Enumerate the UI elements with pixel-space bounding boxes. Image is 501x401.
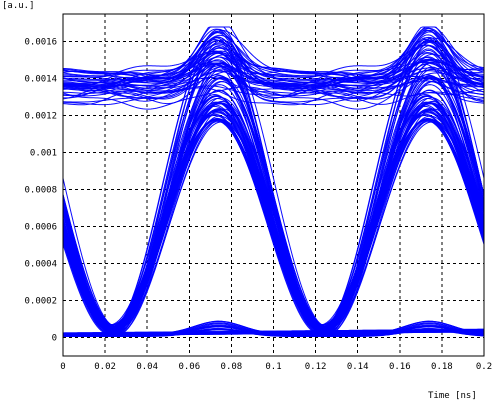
y-tick-label: 0.0008: [24, 186, 57, 196]
eye-trace: [62, 63, 485, 91]
x-tick-label: 0.16: [389, 362, 411, 372]
eye-trace: [62, 69, 485, 105]
eye-trace: [62, 329, 485, 334]
x-tick-label: 0.2: [476, 362, 492, 372]
y-tick-label: 0.0004: [24, 260, 57, 270]
tick-labels-layer: 0 0.02 0.04 0.06 0.08 0.1 0.12 0.14 0.16 0.18 0.2 0…: [24, 38, 492, 372]
eye-trace: [62, 76, 485, 106]
eye-trace: [62, 103, 485, 330]
x-axis-label: Time [ns]: [428, 391, 477, 401]
y-tick-label: 0.0002: [24, 297, 57, 307]
eye-trace: [62, 51, 485, 88]
eye-trace: [62, 119, 485, 336]
x-tick-label: 0.02: [94, 362, 116, 372]
eye-trace: [62, 109, 485, 328]
x-tick-label: 0.18: [431, 362, 453, 372]
y-tick-label: 0.001: [30, 149, 57, 159]
eye-trace: [62, 105, 485, 330]
eye-trace: [62, 37, 485, 330]
eye-trace: [62, 26, 485, 84]
eye-traces-layer: [62, 26, 485, 338]
plot-frame: [62, 13, 485, 357]
x-tick-label: 0.08: [221, 362, 243, 372]
x-tick-label: 0.14: [347, 362, 369, 372]
eye-trace: [62, 26, 485, 76]
x-tick-label: 0.1: [265, 362, 281, 372]
eye-trace: [62, 330, 485, 336]
y-tick-label: 0.0016: [24, 38, 57, 48]
y-tick-label: 0.0006: [24, 223, 57, 233]
x-tick-label: 0: [60, 362, 65, 372]
eye-trace: [62, 328, 485, 334]
y-tick-label: 0: [52, 334, 57, 344]
y-tick-label: 0.0014: [24, 75, 57, 85]
y-axis-label: [a.u.]: [2, 1, 35, 11]
y-tick-label: 0.0012: [24, 112, 57, 122]
x-tick-label: 0.04: [136, 362, 158, 372]
x-tick-label: 0.12: [305, 362, 327, 372]
x-tick-label: 0.06: [178, 362, 200, 372]
